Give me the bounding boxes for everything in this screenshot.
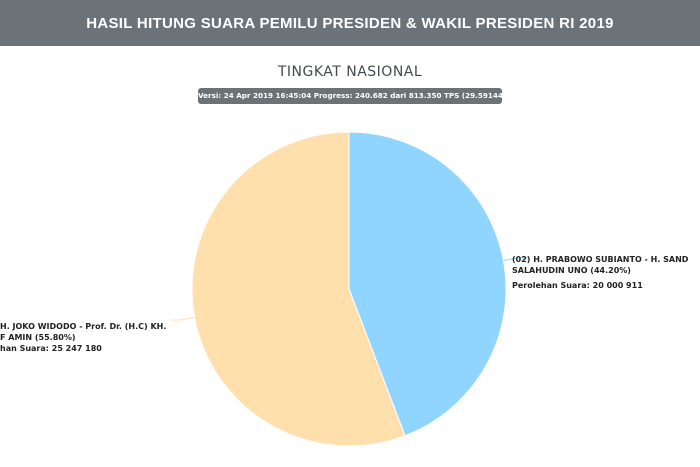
- pie-slice-jokowi[interactable]: [191, 131, 406, 447]
- slice-label-prabowo: (02) H. PRABOWO SUBIANTO - H. SAND SALAH…: [512, 254, 688, 291]
- slice-label-prabowo-line1: (02) H. PRABOWO SUBIANTO - H. SAND: [512, 255, 689, 264]
- slice-label-prabowo-line2: SALAHUDIN UNO (44.20%): [512, 266, 631, 275]
- page-header: HASIL HITUNG SUARA PEMILU PRESIDEN & WAK…: [0, 0, 700, 46]
- slice-label-jokowi: H. JOKO WIDODO - Prof. Dr. (H.C) KH. F A…: [0, 321, 166, 354]
- version-badge: Versi: 24 Apr 2019 16:45:04 Progress: 24…: [198, 88, 502, 104]
- slice-votes-jokowi: han Suara: 25 247 180: [0, 344, 102, 353]
- slice-label-jokowi-line1: H. JOKO WIDODO - Prof. Dr. (H.C) KH.: [0, 322, 167, 331]
- leader-line-prabowo: [503, 257, 528, 262]
- slice-label-jokowi-line2: F AMIN (55.80%): [0, 333, 76, 342]
- leader-line-jokowi: [170, 316, 195, 321]
- chart-title: TINGKAT NASIONAL: [277, 64, 423, 80]
- header-title: HASIL HITUNG SUARA PEMILU PRESIDEN & WAK…: [86, 14, 614, 32]
- slice-votes-prabowo: Perolehan Suara: 20 000 911: [512, 281, 643, 290]
